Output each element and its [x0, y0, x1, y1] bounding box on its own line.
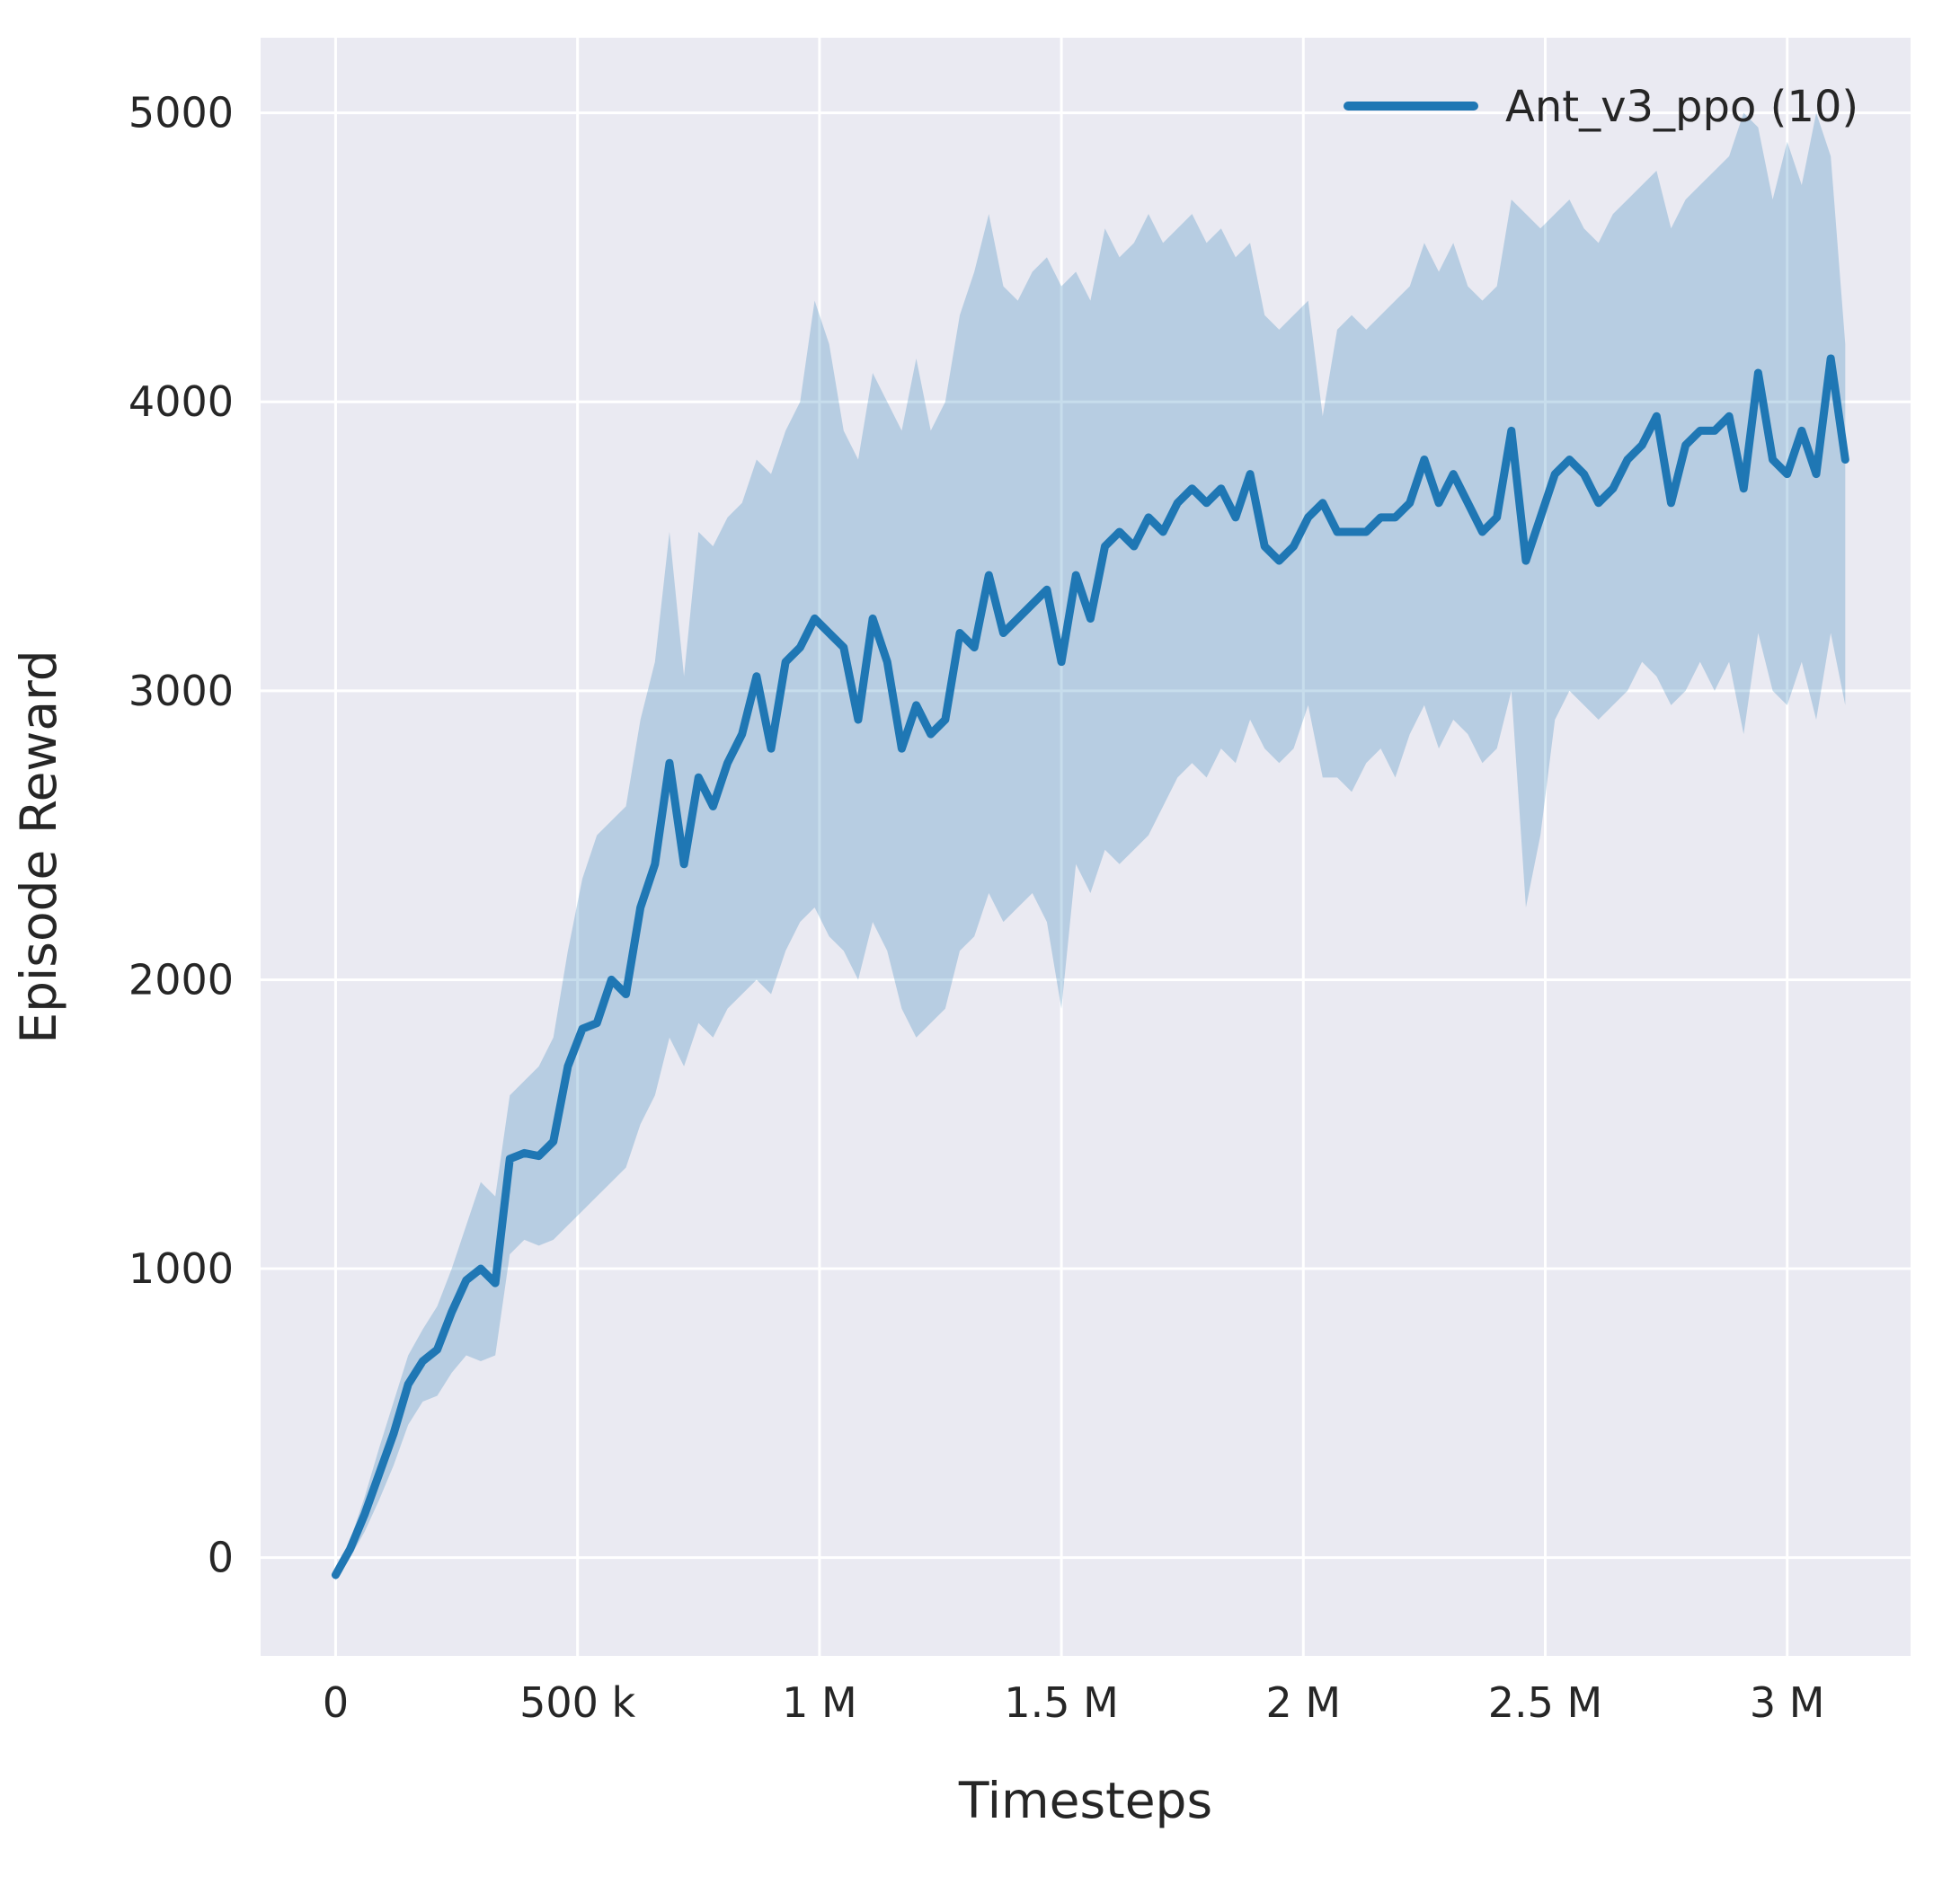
y-tick-label: 3000	[129, 667, 234, 715]
x-tick-label: 3 M	[1750, 1678, 1825, 1727]
y-tick-label: 5000	[129, 89, 234, 137]
plot-background	[261, 38, 1911, 1656]
x-tick-label: 500 k	[519, 1678, 635, 1727]
gridlines	[261, 38, 1911, 1656]
confidence-band	[335, 112, 1846, 1581]
x-tick-label: 2.5 M	[1488, 1678, 1602, 1727]
y-tick-label: 4000	[129, 377, 234, 426]
x-tick-label: 1.5 M	[1004, 1678, 1118, 1727]
y-tick-label: 1000	[129, 1244, 234, 1293]
y-axis-label: Episode Reward	[10, 650, 67, 1043]
legend-label: Ant_v3_ppo (10)	[1505, 82, 1858, 132]
mean-line	[331, 354, 1849, 1580]
x-tick-label: 1 M	[782, 1678, 857, 1727]
y-tick-labels: 0 1000 2000 3000 4000 5000	[129, 89, 234, 1582]
x-tick-label: 2 M	[1265, 1678, 1341, 1727]
x-tick-label: 0	[323, 1678, 349, 1727]
legend: Ant_v3_ppo (10)	[1344, 82, 1858, 132]
y-tick-label: 2000	[129, 955, 234, 1004]
y-tick-label: 0	[208, 1534, 234, 1582]
x-tick-labels: 0 500 k 1 M 1.5 M 2 M 2.5 M 3 M	[323, 1678, 1825, 1727]
x-axis-label: Timesteps	[958, 1772, 1212, 1829]
